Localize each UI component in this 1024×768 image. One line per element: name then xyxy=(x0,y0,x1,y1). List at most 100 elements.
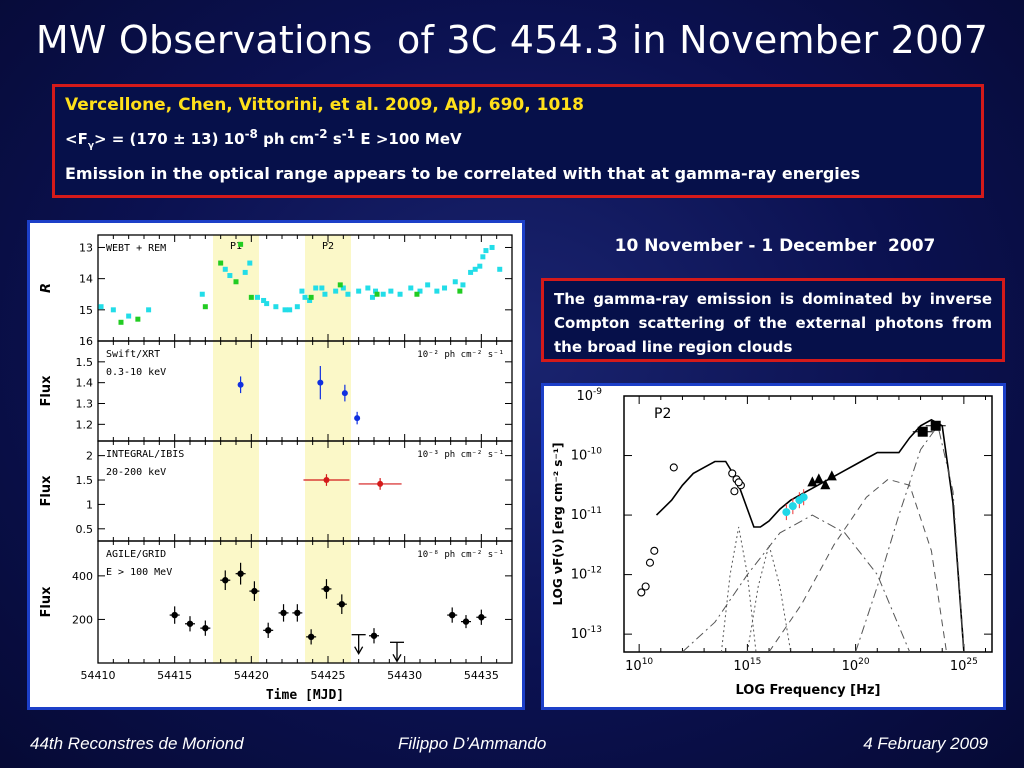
data-point xyxy=(380,291,386,297)
data-point xyxy=(222,266,228,272)
data-point xyxy=(294,304,300,310)
sed-curve-synchrotron xyxy=(720,526,757,653)
panel-label: AGILE/GRID xyxy=(106,549,166,560)
footer-conference: 44th Reconstres de Moriond xyxy=(30,734,244,753)
y-tick-label: 0.5 xyxy=(76,523,94,536)
data-point xyxy=(354,415,361,422)
y-tick-label: 10-12 xyxy=(571,566,602,583)
data-point xyxy=(265,627,272,634)
x-tick-label: 54420 xyxy=(234,669,269,682)
data-point xyxy=(218,260,224,266)
sed-curve-ssc xyxy=(682,514,911,653)
panel-ylabel: Flux xyxy=(39,475,54,507)
data-point xyxy=(388,288,394,294)
sed-point xyxy=(930,420,941,431)
sed-point xyxy=(799,493,808,502)
data-point xyxy=(264,301,270,307)
data-point xyxy=(294,609,301,617)
y-tick-label: 2 xyxy=(86,450,93,463)
x-tick-label: 1010 xyxy=(625,657,653,674)
data-point xyxy=(237,381,244,388)
data-point xyxy=(345,291,351,297)
data-point xyxy=(280,609,287,617)
data-point xyxy=(126,313,132,319)
data-point xyxy=(118,319,124,325)
upper-limit-arrow xyxy=(354,646,364,655)
data-point xyxy=(308,294,314,300)
data-point xyxy=(374,291,380,297)
y-tick-label: 200 xyxy=(72,613,93,626)
data-point xyxy=(460,282,466,288)
data-point xyxy=(261,297,267,303)
y-tick-label: 16 xyxy=(79,335,93,348)
data-point xyxy=(356,288,362,294)
data-point xyxy=(287,307,293,313)
x-axis-label: Time [MJD] xyxy=(266,688,344,703)
data-point xyxy=(135,316,141,322)
data-point xyxy=(442,285,448,291)
data-point xyxy=(414,291,420,297)
sed-point xyxy=(641,582,650,591)
data-point xyxy=(425,282,431,288)
x-tick-label: 54425 xyxy=(311,669,346,682)
data-point xyxy=(397,291,403,297)
data-point xyxy=(299,288,305,294)
data-point xyxy=(489,244,495,250)
upper-limit-arrow xyxy=(392,653,402,663)
footer-author: Filippo D’Ammando xyxy=(398,734,547,753)
sed-point xyxy=(782,508,791,517)
panel-ylabel: Flux xyxy=(39,586,54,618)
panel-sublabel: E > 100 MeV xyxy=(106,567,172,578)
y-tick-label: 10-11 xyxy=(571,506,602,523)
x-tick-label: 54430 xyxy=(387,669,422,682)
sed-point xyxy=(807,476,818,487)
y-tick-label: 13 xyxy=(79,241,93,254)
y-tick-label: 1.5 xyxy=(76,356,94,369)
data-point xyxy=(340,285,346,291)
data-point xyxy=(434,288,440,294)
data-point xyxy=(237,570,244,577)
data-point xyxy=(341,390,348,397)
panel-sublabel: 0.3-10 keV xyxy=(106,367,166,378)
data-point xyxy=(222,577,229,584)
reference-box: Vercellone, Chen, Vittorini, et al. 2009… xyxy=(52,84,984,198)
panel-ylabel: R xyxy=(39,283,54,293)
data-point xyxy=(337,282,343,288)
panel-units: 10⁻³ ph cm⁻² s⁻¹ xyxy=(417,450,504,460)
sed-panel-label: P2 xyxy=(654,406,671,422)
inverse-compton-note: The gamma-ray emission is dominated by i… xyxy=(541,278,1005,362)
sed-curve-ec-blr xyxy=(855,424,965,653)
data-point xyxy=(477,263,483,269)
mean-flux-line: <Fγ> = (170 ± 13) 10-8 ph cm-2 s-1 E >10… xyxy=(65,127,462,151)
y-tick-label: 10-9 xyxy=(576,387,602,404)
light-curve-chart: P1 P2 13 14 15 16 R WEBT + REM 1.2 1.3 1.4 1.5 Flux S… xyxy=(39,234,513,703)
shaded-period-label: P2 xyxy=(322,241,334,252)
x-tick-label: 1025 xyxy=(950,657,978,674)
data-point xyxy=(307,297,313,303)
panel-label: INTEGRAL/IBIS xyxy=(106,449,184,460)
data-point xyxy=(202,304,208,310)
x-tick-label: 54410 xyxy=(81,669,116,682)
y-tick-label: 1.4 xyxy=(76,377,94,390)
sed-point xyxy=(669,463,678,472)
data-point xyxy=(186,620,194,627)
sed-y-axis-label: LOG νF(ν) [erg cm⁻² s⁻¹] xyxy=(551,442,565,605)
panel-units: 10⁻² ph cm⁻² s⁻¹ xyxy=(417,350,504,360)
data-point xyxy=(273,304,279,310)
sed-chart: 1010 1015 1020 1025 10-13 10-12 10-11 10-10 10-9… xyxy=(551,387,993,698)
data-point xyxy=(468,269,474,275)
sed-point xyxy=(820,479,831,490)
data-point xyxy=(202,624,209,632)
data-point xyxy=(199,291,205,297)
y-tick-label: 1.5 xyxy=(76,474,94,487)
data-point xyxy=(171,611,178,619)
emission-note: Emission in the optical range appears to… xyxy=(65,164,861,183)
data-point xyxy=(302,294,308,300)
data-point xyxy=(242,269,248,275)
sed-point xyxy=(728,469,737,478)
sed-point xyxy=(637,588,646,597)
data-point xyxy=(497,266,503,272)
y-tick-label: 15 xyxy=(79,304,93,317)
data-point xyxy=(369,294,375,300)
data-point xyxy=(110,307,116,313)
